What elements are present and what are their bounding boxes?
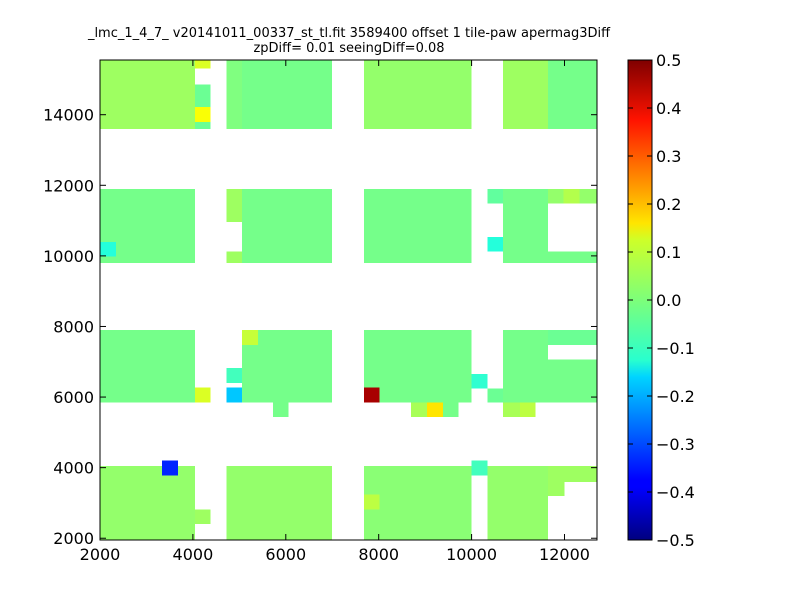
colorbar-ticks: 0.5 0.4 0.3 0.2 0.1 0.0 −0.1 −0.2 −0.3 −0.4 −0.5 <box>628 51 695 550</box>
colorbar-tick-label: −0.5 <box>656 531 695 550</box>
heatmap-block <box>194 84 211 129</box>
heatmap-block <box>547 465 565 496</box>
x-tick-label: 2000 <box>80 545 121 564</box>
heatmap-block <box>100 330 195 403</box>
colorbar: 0.5 0.4 0.3 0.2 0.1 0.0 −0.1 −0.2 −0.3 −0.4 −0.5 <box>627 51 695 550</box>
heatmap-block <box>226 465 333 540</box>
heatmap-cell <box>471 460 488 476</box>
heatmap-block <box>100 60 195 129</box>
x-tick-label: 12000 <box>539 545 590 564</box>
heatmap-block <box>363 188 472 263</box>
heatmap-block <box>226 251 243 263</box>
chart-title: _lmc_1_4_7_ v20141011_00337_st_tl.fit 35… <box>87 26 611 41</box>
colorbar-tick-label: 0.5 <box>656 51 681 70</box>
heatmap-block <box>487 388 504 403</box>
colorbar-tick-label: 0.4 <box>656 99 681 118</box>
heatmap-cell <box>363 387 380 403</box>
heatmap-cell <box>519 402 536 418</box>
heatmap-cell <box>471 373 488 389</box>
heatmap-block <box>226 188 243 222</box>
heatmap-cell <box>426 402 443 418</box>
heatmap-cell <box>194 387 211 403</box>
x-tick-label: 8000 <box>358 545 399 564</box>
y-axis: 2000 4000 6000 8000 10000 12000 14000 <box>43 106 597 548</box>
colorbar-tick-label: −0.3 <box>656 435 695 454</box>
heatmap-cell <box>363 494 380 510</box>
heatmap-block <box>442 402 459 418</box>
heatmap-cell <box>226 387 243 403</box>
x-tick-label: 4000 <box>173 545 214 564</box>
colorbar-tick-label: 0.0 <box>656 291 681 310</box>
heatmap-block <box>487 465 548 540</box>
y-tick-label: 14000 <box>43 106 94 125</box>
y-tick-label: 8000 <box>53 317 94 336</box>
heatmap-block <box>226 368 243 383</box>
colorbar-tick-label: −0.4 <box>656 483 695 502</box>
heatmap-cell <box>162 460 179 476</box>
heatmap-block <box>363 465 472 540</box>
heatmap-block <box>363 60 472 129</box>
colorbar-tick-label: −0.1 <box>656 339 695 358</box>
heatmap-block <box>547 330 597 345</box>
plot-area: 2000 4000 6000 8000 10000 12000 2000 4000 6000 8… <box>43 59 598 564</box>
plot-frame <box>99 59 598 541</box>
heatmap-block <box>100 465 195 540</box>
x-tick-label: 6000 <box>265 545 306 564</box>
y-tick-label: 6000 <box>53 388 94 407</box>
heatmap-cell <box>100 241 116 257</box>
heatmap-cell <box>563 188 580 204</box>
y-tick-label: 12000 <box>43 176 94 195</box>
plot-background <box>100 60 597 540</box>
y-tick-label: 2000 <box>53 529 94 548</box>
heatmap-block <box>226 60 243 129</box>
heatmap-block <box>487 188 504 204</box>
heatmap-block <box>503 330 548 403</box>
heatmap-block <box>272 402 289 418</box>
y-tick-label: 10000 <box>43 247 94 266</box>
colorbar-tick-label: 0.3 <box>656 147 681 166</box>
x-axis: 2000 4000 6000 8000 10000 12000 <box>80 60 590 564</box>
heatmap-block <box>547 60 597 129</box>
heatmap-block <box>194 509 211 525</box>
heatmap-block <box>503 188 548 263</box>
heatmap-cells <box>100 60 597 540</box>
x-tick-label: 10000 <box>446 545 497 564</box>
colorbar-tick-label: 0.1 <box>656 243 681 262</box>
heatmap-block <box>547 359 597 403</box>
heatmap-block <box>242 60 333 129</box>
colorbar-tick-label: 0.2 <box>656 195 681 214</box>
heatmap-block <box>242 188 333 263</box>
heatmap-block <box>547 251 597 263</box>
chart-subtitle: zpDiff= 0.01 seeingDiff=0.08 <box>253 41 444 56</box>
heatmap-block <box>411 402 427 418</box>
heatmap-cell <box>487 236 504 252</box>
heatmap-block <box>363 330 472 403</box>
colorbar-tick-label: −0.2 <box>656 387 695 406</box>
heatmap-cell <box>194 106 211 122</box>
heatmap-block <box>564 465 597 482</box>
y-tick-label: 4000 <box>53 459 94 478</box>
heatmap-cell <box>242 330 258 345</box>
heatmap-cell <box>194 60 211 69</box>
